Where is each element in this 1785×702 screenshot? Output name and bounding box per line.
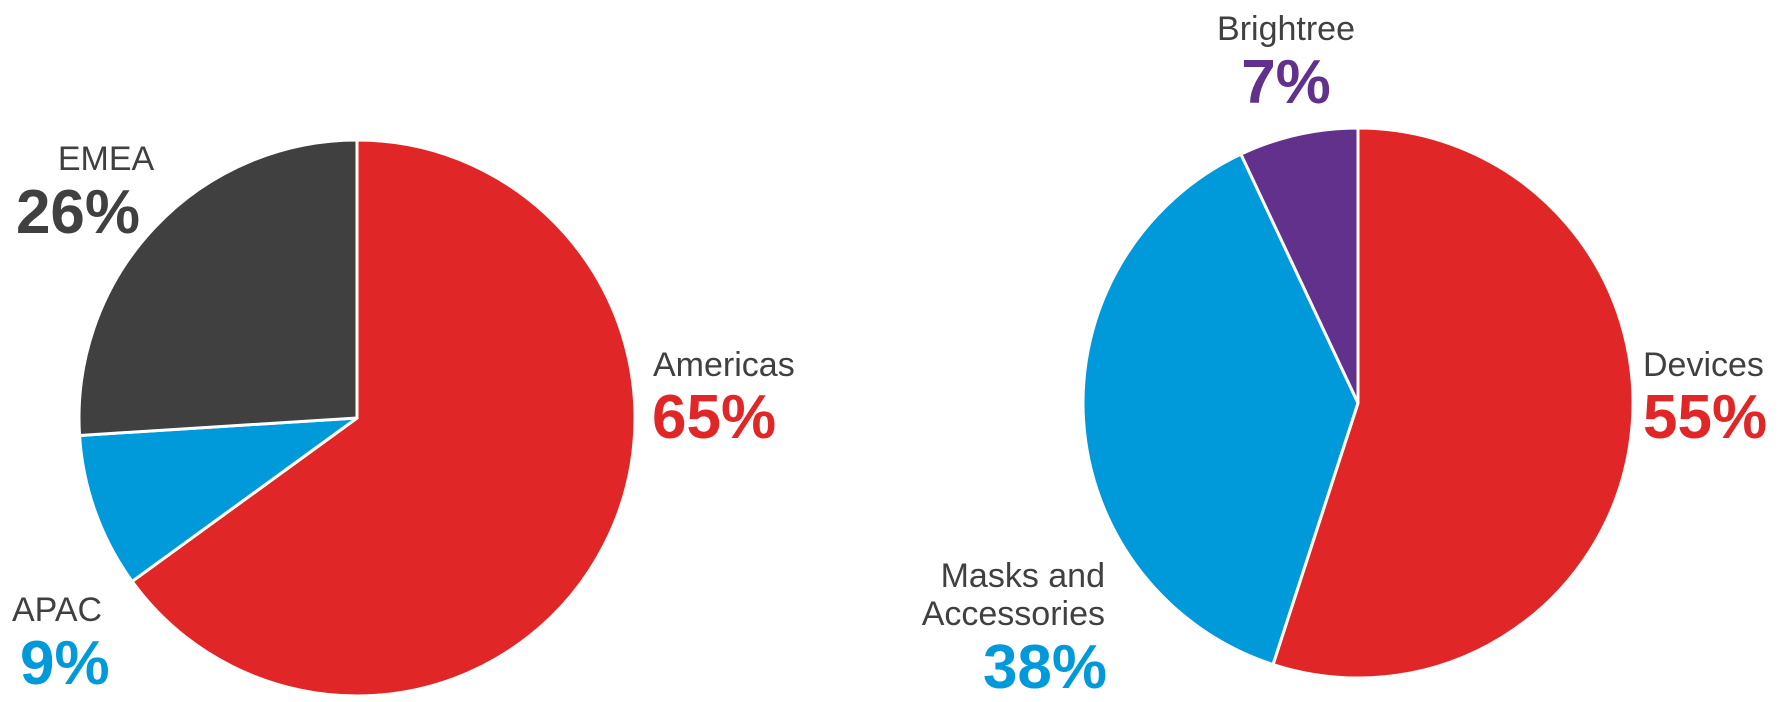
apac-category-label: APAC bbox=[12, 591, 103, 629]
pie-slice-brightree bbox=[1239, 126, 1360, 405]
emea-category-label: EMEA bbox=[57, 140, 155, 178]
americas-percent-label: 65% bbox=[652, 383, 777, 452]
masks-category-label: Masks and Accessories bbox=[921, 557, 1105, 634]
masks-percent-label: 38% bbox=[982, 633, 1108, 702]
americas-category-label: Americas bbox=[653, 346, 795, 384]
pie-slice-masks-and-accessories bbox=[1081, 152, 1360, 667]
pie-slice-devices bbox=[1271, 126, 1635, 680]
emea-percent-label: 26% bbox=[15, 178, 141, 247]
devices-category-label: Devices bbox=[1643, 346, 1764, 384]
pie-slice-emea bbox=[77, 138, 359, 437]
brightree-percent-label: 7% bbox=[1241, 48, 1331, 117]
brightree-category-label: Brightree bbox=[1217, 10, 1355, 48]
pie-slice-americas bbox=[130, 138, 637, 697]
apac-percent-label: 9% bbox=[20, 629, 110, 698]
pie-slice-apac bbox=[78, 416, 359, 583]
devices-percent-label: 55% bbox=[1643, 383, 1768, 452]
